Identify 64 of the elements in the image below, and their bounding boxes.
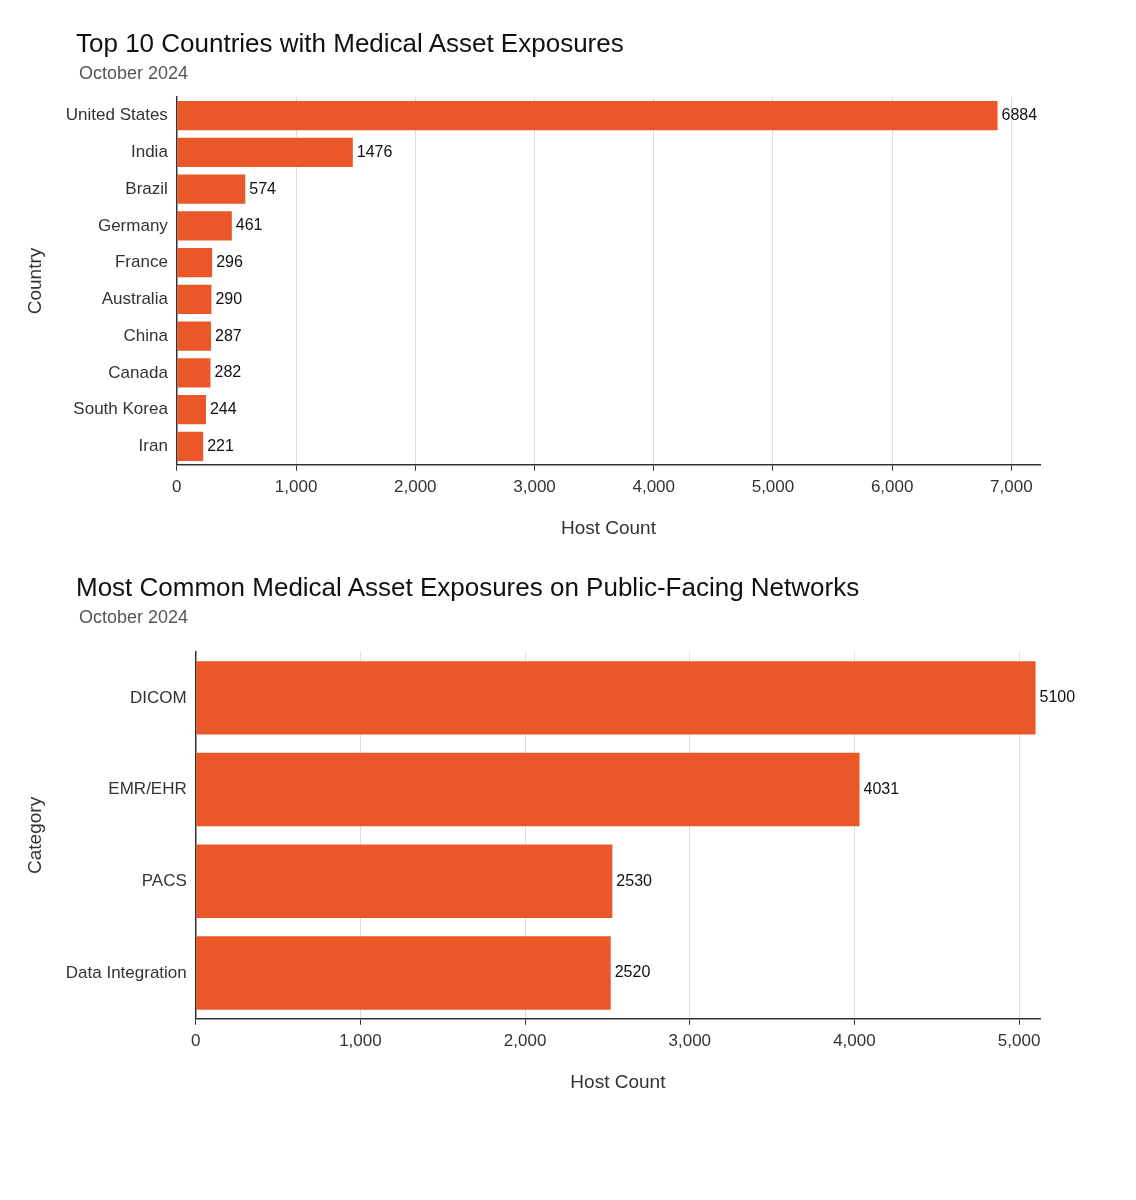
x-tick-label: 5,000	[997, 1030, 1041, 1050]
y-axis-title: Category	[23, 796, 45, 874]
chart-subtitle: October 2024	[79, 607, 190, 628]
bar	[177, 394, 206, 425]
bar	[177, 137, 353, 168]
bar	[196, 752, 860, 827]
y-tick-label: Iran	[138, 436, 168, 456]
x-tick-label: 1,000	[274, 476, 318, 496]
y-tick-label: India	[130, 142, 169, 162]
y-tick-label: Brazil	[125, 178, 168, 198]
bar	[196, 936, 611, 1010]
y-tick-label: Canada	[108, 362, 169, 382]
data-label: 290	[215, 289, 243, 307]
x-tick-label: 4,000	[632, 476, 676, 496]
y-tick-label: South Korea	[73, 399, 169, 419]
y-tick-label: DICOM	[130, 687, 187, 707]
data-label: 574	[249, 179, 277, 197]
bar	[177, 358, 211, 388]
bar	[177, 321, 212, 351]
data-label: 221	[207, 436, 234, 454]
chart-title: Top 10 Countries with Medical Asset Exposures	[76, 27, 625, 59]
data-label: 296	[216, 253, 243, 271]
x-tick-label: 0	[172, 476, 182, 496]
x-tick-label: 3,000	[668, 1030, 712, 1050]
bar	[177, 174, 246, 204]
bar	[177, 211, 232, 241]
bar	[177, 284, 212, 315]
x-axis-title: Host Count	[560, 516, 657, 538]
data-label: 461	[235, 216, 263, 234]
x-tick-label: 4,000	[833, 1030, 876, 1050]
x-tick-label: 7,000	[990, 476, 1033, 496]
data-label: 5100	[1039, 688, 1076, 706]
chart-title: Most Common Medical Asset Exposures on Public-Facing Networks	[76, 571, 861, 603]
bar	[177, 431, 204, 462]
y-tick-label: China	[123, 325, 169, 345]
bar	[196, 661, 1036, 735]
y-tick-label: Australia	[101, 289, 169, 309]
data-label: 2530	[616, 871, 653, 889]
x-tick-label: 3,000	[513, 476, 556, 496]
data-label: 4031	[863, 779, 900, 797]
data-label: 2520	[614, 963, 651, 981]
x-tick-label: 1,000	[339, 1030, 382, 1050]
data-label: 287	[215, 326, 242, 344]
y-axis-title: Country	[23, 247, 45, 315]
data-label: 1476	[356, 142, 393, 160]
x-axis-title: Host Count	[570, 1070, 667, 1092]
data-label: 6884	[1001, 105, 1038, 123]
data-label: 244	[209, 400, 237, 418]
y-tick-label: France	[114, 252, 168, 272]
y-tick-label: PACS	[141, 870, 187, 890]
y-tick-label: Data Integration	[65, 962, 187, 982]
x-tick-label: 6,000	[870, 476, 914, 496]
bar	[177, 247, 213, 278]
y-tick-label: Germany	[97, 215, 169, 235]
y-tick-label: United States	[65, 105, 168, 125]
chart-subtitle: October 2024	[79, 63, 190, 84]
y-tick-label: EMR/EHR	[108, 779, 187, 799]
x-tick-label: 2,000	[503, 1030, 547, 1050]
bar	[177, 100, 998, 131]
x-tick-label: 5,000	[751, 476, 795, 496]
bar	[196, 844, 613, 918]
x-tick-label: 0	[191, 1030, 201, 1050]
x-tick-label: 2,000	[394, 476, 437, 496]
data-label: 282	[214, 363, 242, 381]
